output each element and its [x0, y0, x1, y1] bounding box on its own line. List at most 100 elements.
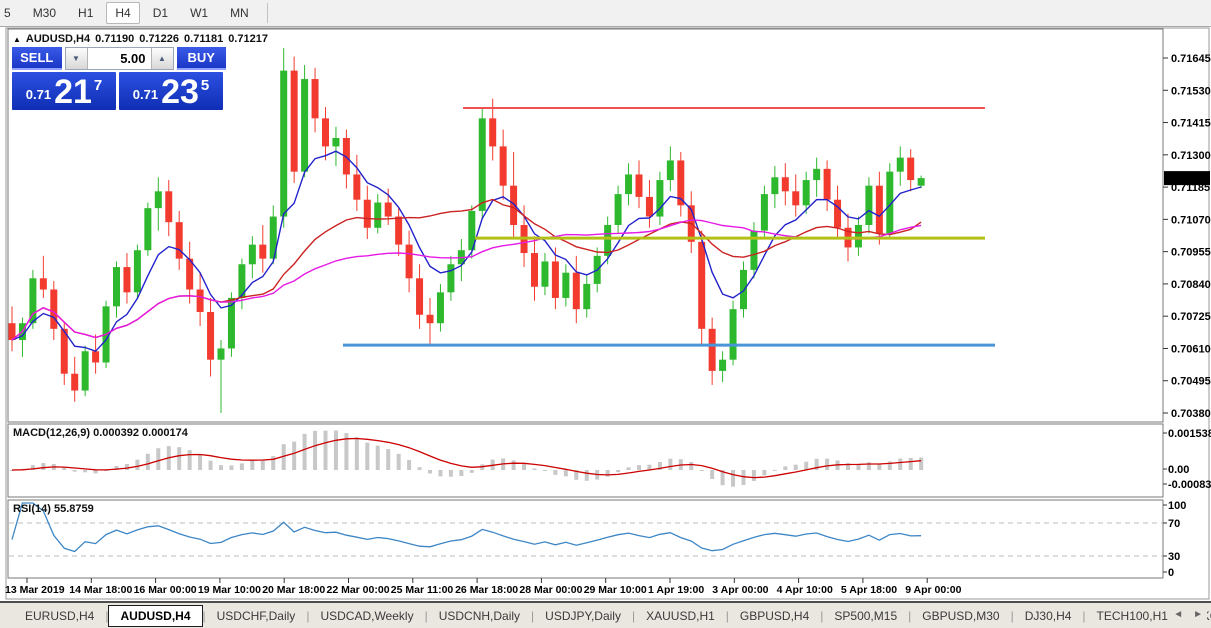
time-axis-label: 14 Mar 18:00 — [69, 584, 132, 596]
time-axis-label: 16 Mar 00:00 — [134, 584, 197, 596]
rsi-axis-label: 30 — [1168, 551, 1180, 563]
time-axis-label: 19 Mar 10:00 — [198, 584, 261, 596]
tab-separator: | — [105, 608, 109, 623]
bar-low-value: 0.71181 — [184, 33, 224, 45]
volume-stepper: ▼ ▲ — [64, 47, 174, 70]
tab-xauusd-h1[interactable]: XAUUSD,H1 — [646, 608, 715, 623]
tab-separator: | — [631, 608, 636, 623]
tab-separator: | — [725, 608, 729, 623]
tab-sp500-m15[interactable]: SP500,M15 — [834, 608, 898, 623]
tab-usdcad-weekly[interactable]: USDCAD,Weekly — [320, 608, 414, 623]
volume-decrease-icon[interactable]: ▼ — [65, 48, 88, 69]
bar-close-value: 0.71217 — [228, 33, 268, 45]
chart-tab-bar: EURUSD,H4 | AUDUSD,H4 | USDCHF,Daily | USDCAD,… — [0, 601, 1211, 628]
time-axis-label: 28 Mar 00:00 — [519, 584, 582, 596]
tab-separator: | — [202, 608, 206, 623]
price-axis-label: 0.70955 — [1171, 247, 1211, 259]
price-axis-label: 0.70725 — [1171, 311, 1211, 323]
price-axis-label: 0.70610 — [1171, 343, 1211, 355]
sell-price-big-digits: 21 — [54, 73, 92, 111]
tab-scroll-buttons: ◄ ► — [1169, 603, 1207, 626]
timeframe-m5[interactable]: 5 — [4, 6, 11, 20]
one-click-panel-toggle-icon[interactable]: ▲ — [13, 34, 21, 44]
time-axis-label: 29 Mar 10:00 — [584, 584, 647, 596]
current-price-value: 0.71217 — [1167, 174, 1207, 186]
macd-axis-label: -0.000835 — [1168, 479, 1211, 491]
price-axis-label: 0.71415 — [1171, 118, 1211, 130]
tab-usdcnh-daily[interactable]: USDCNH,Daily — [438, 608, 521, 623]
tab-separator: | — [1082, 608, 1086, 623]
tab-eurusd-h4[interactable]: EURUSD,H4 — [25, 608, 95, 623]
tab-separator: | — [1010, 608, 1014, 623]
tab-tech100-h1[interactable]: TECH100,H1 — [1096, 608, 1168, 623]
rsi-label: RSI(14) 55.8759 — [13, 503, 94, 515]
tab-scroll-left-icon[interactable]: ◄ — [1173, 609, 1184, 620]
ma-slow-line — [11, 219, 922, 341]
tab-gbpusd-m30[interactable]: GBPUSD,M30 — [922, 608, 1000, 623]
rsi-axis-label: 0 — [1168, 567, 1174, 579]
bar-open-value: 0.71190 — [95, 33, 135, 45]
timeframe-d1[interactable]: D1 — [152, 6, 169, 20]
bar-high-value: 0.71226 — [139, 33, 180, 45]
price-axis-label: 0.70380 — [1171, 408, 1211, 420]
sell-price-button[interactable]: 0.71 21 7 — [12, 72, 116, 110]
tab-usdjpy-daily[interactable]: USDJPY,Daily — [545, 608, 621, 623]
time-axis-label: 1 Apr 19:00 — [648, 584, 704, 596]
sell-button[interactable]: SELL — [12, 47, 62, 70]
tab-audusd-h4[interactable]: AUDUSD,H4 — [108, 604, 203, 627]
time-axis-label: 3 Apr 00:00 — [712, 584, 768, 596]
timeframe-h4[interactable]: H4 — [106, 2, 140, 24]
tab-usdchf-daily[interactable]: USDCHF,Daily — [216, 608, 296, 623]
tab-separator: | — [306, 608, 310, 623]
chart-symbol-period: AUDUSD,H4 — [25, 33, 91, 45]
buy-price-button[interactable]: 0.71 23 5 — [119, 72, 223, 110]
time-axis-label: 25 Mar 11:00 — [391, 584, 454, 596]
ma-fast-line — [11, 150, 922, 353]
toolbar-separator — [266, 3, 268, 23]
timeframe-mn[interactable]: MN — [230, 6, 249, 20]
timeframe-toolbar: 5 M30 H1 H4 D1 W1 MN — [0, 0, 1211, 27]
buy-button[interactable]: BUY — [176, 47, 226, 70]
tab-dj30-h4[interactable]: DJ30,H4 — [1024, 608, 1072, 623]
volume-input[interactable] — [87, 48, 151, 69]
macd-axis-label: 0.001538 — [1168, 428, 1211, 440]
one-click-trading-panel: SELL ▼ ▲ BUY 0.71 21 7 0.71 23 5 — [12, 47, 226, 110]
current-price-tag — [1164, 171, 1210, 186]
tab-scroll-right-icon[interactable]: ► — [1193, 609, 1203, 620]
sell-price-prefix: 0.71 — [25, 87, 52, 102]
time-axis-label: 20 Mar 18:00 — [262, 584, 325, 596]
volume-increase-icon[interactable]: ▲ — [150, 48, 173, 69]
sell-price-pipette: 7 — [93, 77, 103, 94]
time-axis-label: 5 Apr 18:00 — [841, 584, 897, 596]
rsi-axis-label: 70 — [1168, 518, 1180, 530]
price-axis-label: 0.71070 — [1171, 214, 1211, 226]
rsi-axis-label: 100 — [1168, 500, 1186, 512]
tab-separator: | — [820, 608, 824, 623]
time-axis-label: 13 Mar 2019 — [5, 584, 65, 596]
buy-price-big-digits: 23 — [161, 73, 199, 111]
tab-gbpusd-h4[interactable]: GBPUSD,H4 — [739, 608, 810, 623]
buy-price-prefix: 0.71 — [132, 87, 159, 102]
tab-separator: | — [531, 608, 535, 623]
rsi-line — [11, 502, 922, 553]
time-axis-label: 4 Apr 10:00 — [777, 584, 833, 596]
timeframe-m30[interactable]: M30 — [32, 6, 57, 20]
price-axis-label: 0.70495 — [1171, 376, 1211, 388]
macd-label: MACD(12,26,9) 0.000392 0.000174 — [13, 427, 188, 439]
timeframe-w1[interactable]: W1 — [190, 6, 209, 20]
chart-header: ▲ AUDUSD,H4 0.71190 0.71226 0.71181 0.71… — [13, 33, 268, 45]
price-axis-label: 0.71300 — [1171, 150, 1211, 162]
macd-axis-label: 0.00 — [1168, 464, 1189, 476]
tab-separator: | — [424, 608, 428, 623]
time-axis-label: 22 Mar 00:00 — [327, 584, 390, 596]
tab-separator: | — [908, 608, 912, 623]
time-axis-label: 26 Mar 18:00 — [455, 584, 518, 596]
time-axis-label: 9 Apr 00:00 — [905, 584, 961, 596]
price-axis-label: 0.71645 — [1171, 53, 1211, 65]
price-axis-label: 0.71530 — [1171, 85, 1211, 97]
timeframe-h1[interactable]: H1 — [78, 6, 94, 20]
buy-price-pipette: 5 — [200, 77, 210, 94]
price-axis-label: 0.70840 — [1171, 279, 1211, 291]
macd-signal-line — [11, 437, 922, 479]
